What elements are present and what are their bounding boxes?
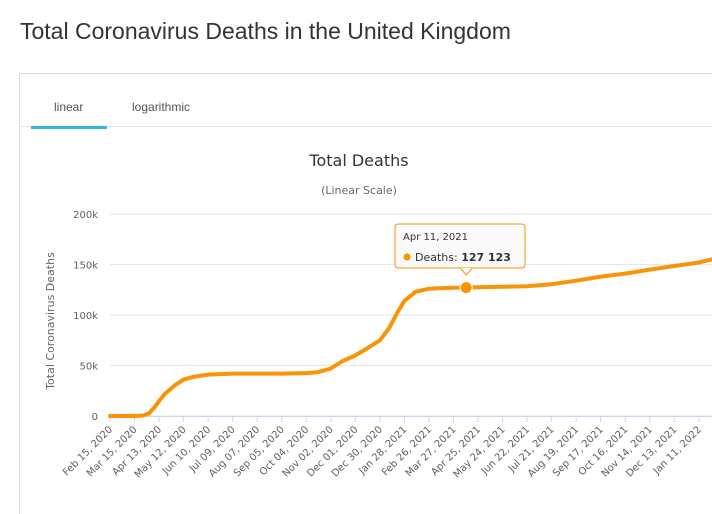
- chart: Total Deaths (Linear Scale) Total Corona…: [44, 151, 712, 480]
- chart-panel: linear logarithmic Total Deaths (Linear …: [19, 73, 712, 514]
- page-title: Total Coronavirus Deaths in the United K…: [20, 18, 511, 44]
- y-tick-label: 100k: [73, 311, 98, 322]
- tab-logarithmic[interactable]: logarithmic: [132, 100, 191, 114]
- y-axis-label: Total Coronavirus Deaths: [44, 252, 57, 391]
- tooltip-marker: [403, 253, 411, 261]
- tooltip-date: Apr 11, 2021: [403, 232, 468, 243]
- tooltip-pointer: [459, 267, 473, 276]
- tab-linear[interactable]: linear: [54, 100, 84, 114]
- active-tab-indicator: [31, 126, 107, 129]
- series-line: [108, 257, 712, 418]
- scale-tabs: linear logarithmic: [20, 74, 712, 129]
- y-axis-ticks: 0 50k 100k 150k 200k: [73, 210, 98, 423]
- tooltip-box: [394, 223, 526, 269]
- y-tick-label: 0: [92, 412, 98, 423]
- y-tick-label: 150k: [73, 261, 98, 272]
- y-tick-label: 200k: [73, 210, 98, 221]
- y-tick-label: 50k: [79, 362, 98, 373]
- tooltip-series-label: Deaths: 127 123: [415, 251, 511, 264]
- tooltip-value: 127 123: [461, 251, 511, 264]
- hover-point: [459, 281, 473, 295]
- tooltip: Apr 11, 2021 Deaths: 127 123: [394, 223, 526, 295]
- chart-title: Total Deaths: [308, 151, 408, 170]
- chart-subtitle: (Linear Scale): [321, 184, 397, 197]
- series: [108, 257, 712, 418]
